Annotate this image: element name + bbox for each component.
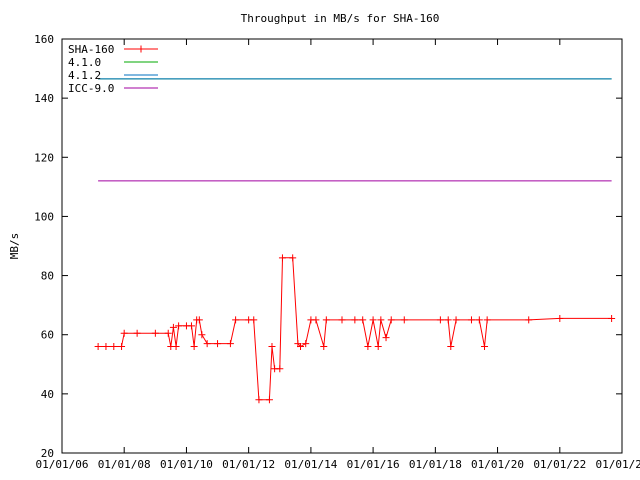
- data-point: [320, 343, 328, 351]
- data-point: [169, 323, 177, 331]
- legend-marker: [137, 45, 145, 53]
- data-point: [312, 316, 320, 324]
- y-axis-label: MB/s: [8, 233, 21, 260]
- data-point: [195, 316, 203, 324]
- data-point: [364, 343, 372, 351]
- data-point: [226, 340, 234, 348]
- data-point: [377, 316, 385, 324]
- y-tick-label: 60: [41, 329, 54, 342]
- data-point: [278, 254, 286, 262]
- data-point: [556, 314, 564, 322]
- data-point: [133, 329, 141, 337]
- x-tick-label: 01/01/06: [36, 458, 89, 471]
- data-point: [250, 316, 258, 324]
- data-point: [475, 316, 483, 324]
- plot-area: [61, 38, 623, 454]
- y-tick-label: 140: [34, 92, 54, 105]
- data-point: [276, 365, 284, 373]
- data-point: [447, 343, 455, 351]
- series-line-sha-160: [98, 257, 612, 401]
- legend-label-4-1-0: 4.1.0: [68, 56, 101, 69]
- y-tick-label: 160: [34, 33, 54, 46]
- data-point: [190, 343, 198, 351]
- data-point: [255, 396, 263, 404]
- legend-label-icc-9-0: ICC-9.0: [68, 82, 114, 95]
- x-tick-label: 01/01/20: [471, 458, 524, 471]
- data-point: [265, 396, 273, 404]
- y-tick-label: 40: [41, 388, 54, 401]
- x-tick-label: 01/01/08: [98, 458, 151, 471]
- y-tick-label: 120: [34, 151, 54, 164]
- data-point: [322, 316, 330, 324]
- data-point: [467, 316, 475, 324]
- x-tick-label: 01/01/10: [160, 458, 213, 471]
- x-tick-label: 01/01/12: [222, 458, 275, 471]
- series-layer: [94, 78, 616, 404]
- y-tick-label: 20: [41, 447, 54, 460]
- data-point: [382, 334, 390, 342]
- data-point: [351, 316, 359, 324]
- data-point: [302, 340, 310, 348]
- data-point: [94, 343, 102, 351]
- data-point: [172, 343, 180, 351]
- data-point: [297, 343, 305, 351]
- x-tick-label: 01/01/24: [596, 458, 640, 471]
- data-point: [118, 343, 126, 351]
- x-tick-label: 01/01/16: [347, 458, 400, 471]
- x-axis: 01/01/06 01/01/08 01/01/10 01/01/12 01/01/14…: [36, 39, 640, 471]
- data-point: [164, 329, 172, 337]
- data-point: [481, 343, 489, 351]
- legend-label-sha-160: SHA-160: [68, 43, 114, 56]
- data-point: [444, 316, 452, 324]
- data-point: [338, 316, 346, 324]
- x-tick-label: 01/01/22: [533, 458, 586, 471]
- data-point: [214, 340, 222, 348]
- data-point: [525, 316, 533, 324]
- data-point: [198, 331, 206, 339]
- data-point: [608, 314, 616, 322]
- data-point: [436, 316, 444, 324]
- data-point: [452, 316, 460, 324]
- y-tick-label: 100: [34, 210, 54, 223]
- data-point: [120, 329, 128, 337]
- data-point: [400, 316, 408, 324]
- data-point: [110, 343, 118, 351]
- x-tick-label: 01/01/18: [409, 458, 462, 471]
- data-point: [483, 316, 491, 324]
- data-point: [369, 316, 377, 324]
- y-axis: 20 40 60 80 100 120 140 160: [34, 33, 622, 460]
- data-point: [374, 343, 382, 351]
- data-point: [175, 322, 183, 330]
- x-tick-label: 01/01/14: [284, 458, 337, 471]
- data-point: [102, 343, 110, 351]
- data-point: [203, 340, 211, 348]
- data-point: [387, 316, 395, 324]
- data-point: [151, 329, 159, 337]
- data-point: [232, 316, 240, 324]
- data-point: [289, 254, 297, 262]
- y-tick-label: 80: [41, 270, 54, 283]
- chart-title: Throughput in MB/s for SHA-160: [241, 12, 440, 25]
- data-point: [187, 322, 195, 330]
- data-point: [268, 343, 276, 351]
- legend-label-4-1-2: 4.1.2: [68, 69, 101, 82]
- data-point: [359, 316, 367, 324]
